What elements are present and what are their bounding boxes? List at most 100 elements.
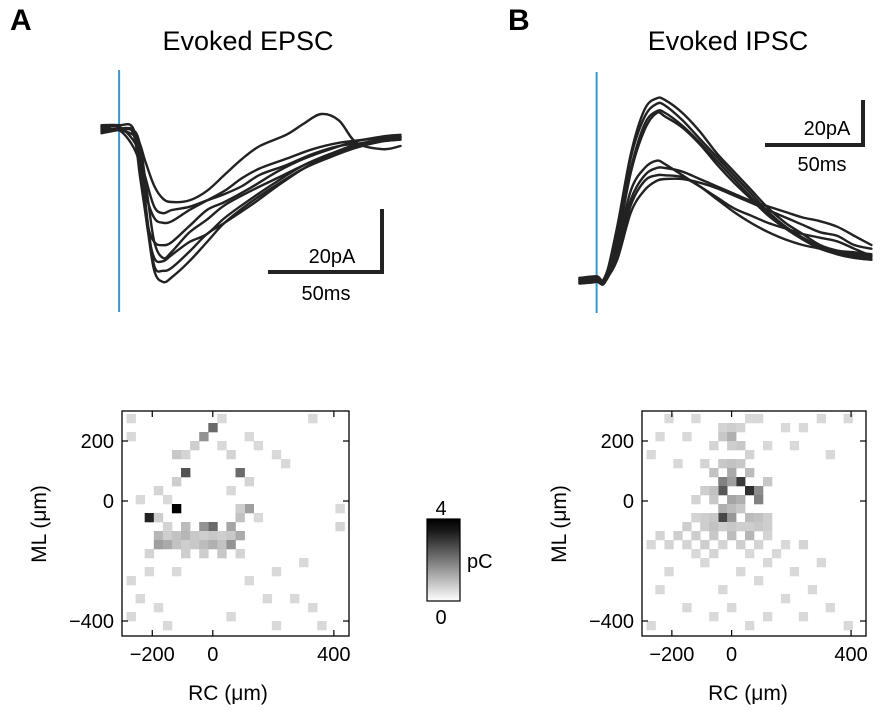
heatmap-a-cell — [162, 621, 173, 631]
heatmap-a-cell — [162, 531, 173, 541]
heatmap-b-cell — [673, 459, 683, 469]
heatmap-a-cell — [171, 504, 182, 514]
heatmap-b-cell — [718, 423, 728, 433]
heatmap-a-cell — [244, 504, 254, 514]
heatmap-b-cell — [736, 504, 746, 514]
heatmap-b-cell — [718, 522, 728, 532]
heatmap-b-cell — [727, 504, 737, 514]
heatmap-b-cell — [745, 549, 755, 559]
heatmap-b-cell — [718, 504, 728, 514]
heatmap-b-cell — [682, 432, 692, 442]
heatmap-b-cell — [763, 531, 773, 541]
colorbar-gradient — [426, 518, 461, 602]
heatmap-b-cell — [789, 441, 800, 451]
heatmap-b-cell — [816, 558, 826, 568]
ipsc-trace-plot — [578, 72, 873, 313]
heatmap-b-xlabel: RC (μm) — [708, 682, 788, 705]
epsc-charge-heatmap: −200 0 400 200 0 −400 — [69, 410, 351, 666]
heatmap-a-cell — [308, 603, 318, 613]
heatmap-a-ytick-label: −400 — [69, 611, 114, 633]
heatmap-a-cell — [190, 531, 200, 541]
heatmap-a-cell — [153, 486, 164, 496]
heatmap-a-cell — [290, 594, 300, 604]
heatmap-b-cell — [745, 450, 755, 460]
heatmap-a-cell — [226, 612, 236, 622]
epsc-scale-label-pa: 20pA — [309, 246, 356, 268]
heatmap-b-cell — [709, 441, 719, 451]
heatmap-b-cell — [771, 549, 782, 559]
heatmap-a-cell — [153, 603, 164, 613]
heatmap-b-frame — [641, 410, 867, 637]
heatmap-b-cell — [718, 585, 728, 595]
heatmap-a-cell — [126, 414, 136, 424]
heatmap-a-cell — [271, 450, 282, 460]
heatmap-b-cell — [664, 414, 674, 424]
heatmap-b-cell — [718, 459, 728, 469]
heatmap-b-cell — [825, 603, 835, 613]
epsc-trace-5 — [100, 112, 402, 204]
heatmap-b-cell — [700, 522, 710, 532]
heatmap-b-cell — [691, 549, 701, 559]
heatmap-a-cell — [235, 513, 245, 523]
heatmap-b-cell — [816, 414, 826, 424]
heatmap-a-cell — [235, 504, 245, 514]
heatmap-b-cell — [727, 477, 737, 487]
ipsc-charge-heatmap: −200 0 400 200 0 −400 — [589, 410, 868, 666]
heatmap-b-cell — [709, 468, 719, 478]
heatmap-a-cell — [253, 513, 264, 523]
heatmap-b-cell — [780, 423, 791, 433]
heatmap-b-cell — [727, 432, 737, 442]
heatmap-b-cell — [727, 522, 737, 532]
heatmap-a-cell — [208, 540, 218, 550]
heatmap-a-cell — [244, 576, 254, 586]
heatmap-b-cell — [798, 540, 809, 550]
heatmap-b-cell — [763, 612, 773, 622]
heatmap-a-cell — [153, 531, 164, 541]
heatmap-a-cell — [181, 549, 191, 559]
heatmap-a-cell — [162, 495, 173, 505]
heatmap-b-cell — [709, 612, 719, 622]
heatmap-b-cell — [754, 414, 764, 424]
heatmap-b-cell — [798, 423, 809, 433]
heatmap-b-cell — [664, 540, 674, 550]
heatmap-a-cell — [217, 540, 227, 550]
epsc-trace-8 — [100, 125, 402, 260]
heatmap-a-cell — [217, 414, 227, 424]
heatmap-a-cell — [190, 441, 200, 451]
colorbar: 4 0 pC — [426, 498, 493, 629]
colorbar-min-label: 0 — [435, 607, 446, 629]
heatmap-b-cell — [754, 576, 764, 586]
heatmap-b-cell — [709, 495, 719, 505]
heatmap-b-cell — [763, 558, 773, 568]
heatmap-b-cell — [745, 531, 755, 541]
heatmap-b-cell — [736, 495, 746, 505]
heatmap-b-cell — [745, 468, 755, 478]
heatmap-b-cell — [709, 549, 719, 559]
heatmap-b-cell — [745, 513, 755, 523]
heatmap-b-ytick-label: 0 — [623, 491, 634, 513]
heatmap-a-cell — [135, 495, 145, 505]
heatmap-b-cell — [691, 414, 701, 424]
heatmap-b-cell — [655, 432, 665, 442]
ipsc-scale-label-ms: 50ms — [798, 154, 847, 176]
heatmap-b-ylabel: ML (μm) — [548, 485, 571, 563]
ipsc-trace-7 — [578, 177, 873, 284]
heatmap-a-cell — [181, 468, 191, 478]
heatmap-a-cell — [217, 531, 227, 541]
heatmap-a-cell — [126, 432, 136, 442]
heatmap-a-cell — [299, 558, 309, 568]
heatmap-b-cell — [691, 531, 701, 541]
heatmap-a-cell — [308, 414, 318, 424]
heatmap-b-cell — [754, 513, 764, 523]
heatmap-b-cell — [691, 495, 701, 505]
heatmap-b-cell — [763, 513, 773, 523]
heatmap-b-cell — [700, 540, 710, 550]
ipsc-trace-8 — [578, 166, 873, 283]
epsc-scale-bar: 20pA 50ms — [268, 209, 384, 305]
heatmap-a-frame — [121, 410, 350, 637]
heatmap-a-cell — [126, 612, 136, 622]
heatmap-b-cell — [754, 522, 764, 532]
heatmap-b-cell — [736, 459, 746, 469]
heatmap-b-cell — [709, 486, 719, 496]
heatmap-b-cell — [736, 540, 746, 550]
